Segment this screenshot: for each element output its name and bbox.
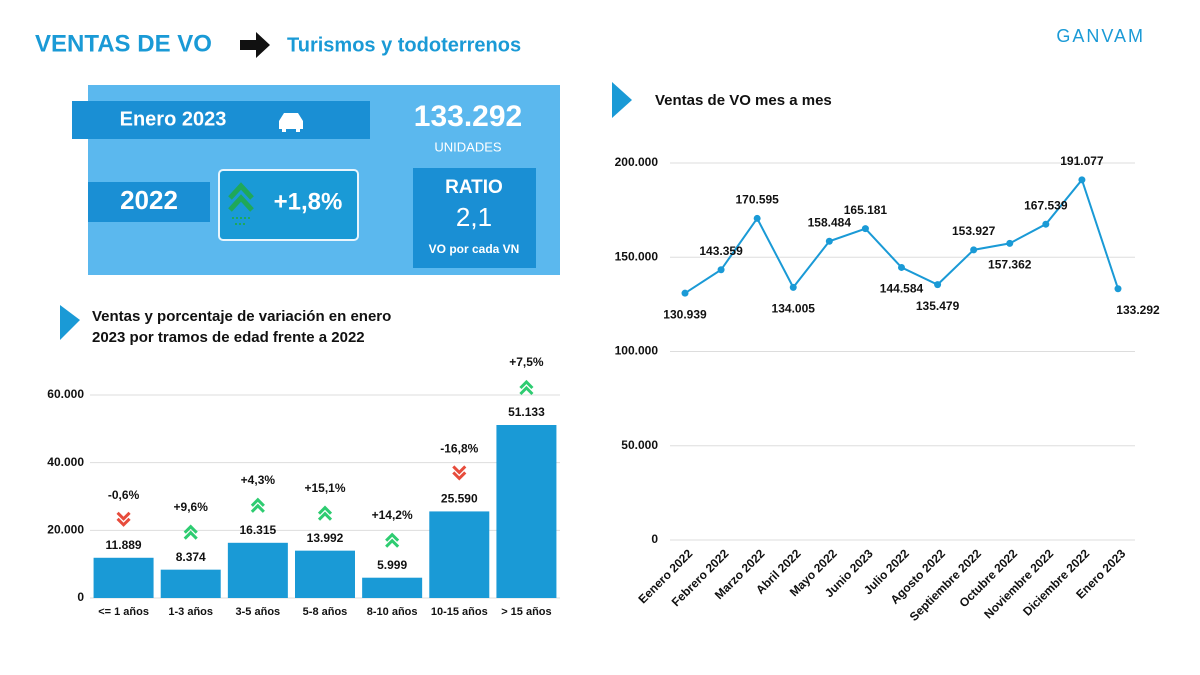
value-label: 25.590 <box>441 492 478 506</box>
value-label: 167.539 <box>1024 198 1068 212</box>
chart-title: Ventas de VO mes a mes <box>655 92 832 109</box>
value-label: 135.479 <box>916 299 960 313</box>
value-label: 158.484 <box>808 215 852 229</box>
arrow-icon <box>240 32 270 58</box>
point <box>825 237 833 245</box>
y-tick-label: 50.000 <box>621 438 658 452</box>
page-subtitle: Turismos y todoterrenos <box>287 34 521 56</box>
value-label: 130.939 <box>663 307 707 321</box>
value-label: 157.362 <box>988 258 1032 272</box>
value-label: 11.889 <box>106 538 142 552</box>
x-tick-label: 5-8 años <box>303 606 348 618</box>
point <box>789 283 797 291</box>
x-tick-label: 1-3 años <box>168 606 213 618</box>
units-caption: UNIDADES <box>434 139 502 154</box>
value-label: 165.181 <box>844 203 888 217</box>
x-tick-label: <= 1 años <box>98 606 149 618</box>
point <box>681 289 689 297</box>
change-label: -16,8% <box>440 442 478 456</box>
change-label: +7,5% <box>509 355 544 369</box>
point <box>1114 285 1122 293</box>
point <box>934 281 942 289</box>
change: +1,8% <box>274 188 343 215</box>
y-tick-label: 100.000 <box>615 344 659 358</box>
point <box>717 266 725 274</box>
value-label: 16.315 <box>240 523 277 537</box>
x-tick-label: 3-5 años <box>236 606 281 618</box>
dots-icon <box>232 217 250 225</box>
down-arrow <box>116 511 131 527</box>
ratio-title: RATIO <box>445 177 503 198</box>
change-label: -0,6% <box>108 488 140 502</box>
ratio-box <box>413 168 536 268</box>
section-marker <box>60 305 80 340</box>
value-label: 133.292 <box>1116 303 1160 317</box>
up-arrow <box>519 379 534 396</box>
change-box <box>218 169 359 241</box>
x-tick-label: 10-15 años <box>431 606 488 618</box>
value-label: 170.595 <box>735 193 779 207</box>
y-tick-label: 0 <box>77 590 84 604</box>
point <box>1006 239 1014 247</box>
chart-title: Ventas y porcentaje de variación en ener… <box>92 308 392 346</box>
point <box>970 246 978 254</box>
y-tick-label: 0 <box>651 532 658 546</box>
point <box>1078 176 1086 184</box>
bar <box>295 550 355 598</box>
y-tick-label: 60.000 <box>47 387 84 401</box>
bar <box>496 425 557 598</box>
change-label: +15,1% <box>304 481 345 495</box>
up-arrow <box>183 524 198 540</box>
prior-year: 2022 <box>120 185 178 215</box>
page-title: VENTAS DE VO <box>35 30 212 57</box>
brand-logo: GANVAM <box>1056 26 1145 46</box>
period: Enero 2023 <box>120 108 227 130</box>
y-tick-label: 150.000 <box>615 249 659 263</box>
ratio: 2,1 <box>456 202 492 232</box>
value-label: 134.005 <box>772 302 816 316</box>
value-label: 153.927 <box>952 224 996 238</box>
value-label: 13.992 <box>307 531 344 545</box>
x-tick-label: > 15 años <box>501 606 551 618</box>
value-label: 8.374 <box>176 550 206 564</box>
change-label: +9,6% <box>174 500 209 514</box>
up-arrow <box>317 505 333 521</box>
point <box>898 263 905 271</box>
year-bar <box>88 182 210 222</box>
down-arrow <box>452 465 467 481</box>
bar <box>429 511 490 598</box>
y-tick-label: 40.000 <box>47 455 84 469</box>
up-arrows-icon <box>228 182 254 212</box>
value-label: 143.359 <box>699 244 743 258</box>
value-label: 5.999 <box>377 558 407 572</box>
bar <box>362 577 423 598</box>
point <box>1042 220 1050 228</box>
point <box>753 214 761 222</box>
period-bar <box>72 101 370 139</box>
section-marker <box>612 82 632 118</box>
point <box>861 225 869 233</box>
value-label: 51.133 <box>508 405 545 419</box>
car-icon <box>279 113 303 132</box>
value-label: 191.077 <box>1060 154 1104 168</box>
x-tick-label: 8-10 años <box>367 606 418 618</box>
y-tick-label: 200.000 <box>615 155 659 169</box>
bar <box>160 569 221 598</box>
up-arrow <box>250 497 265 513</box>
bar <box>227 542 288 598</box>
units: 133.292 <box>414 100 522 133</box>
value-label: 144.584 <box>880 282 924 296</box>
ratio-caption: VO por cada VN <box>429 242 520 256</box>
up-arrow <box>385 532 400 548</box>
bar <box>93 557 154 598</box>
change-label: +14,2% <box>372 508 413 522</box>
change-label: +4,3% <box>241 473 276 487</box>
y-tick-label: 20.000 <box>47 523 84 537</box>
